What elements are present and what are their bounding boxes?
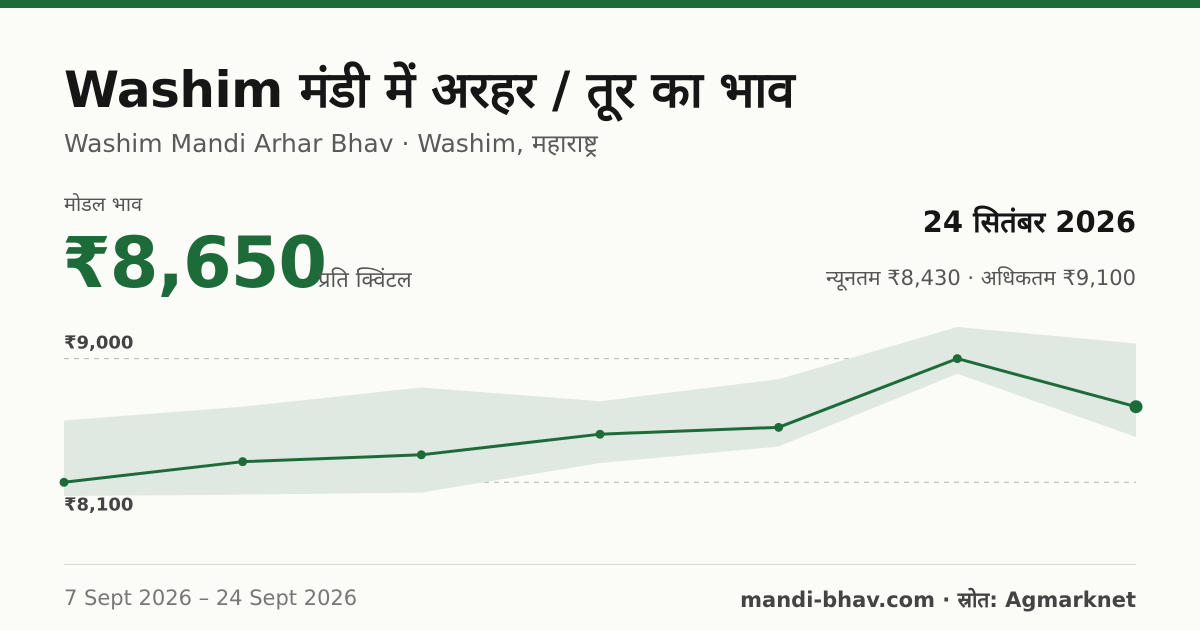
line-layer xyxy=(59,354,1143,487)
min-max-range: न्यूनतम ₹8,430 · अधिकतम ₹9,100 xyxy=(826,266,1136,290)
data-point-5 xyxy=(952,354,962,364)
band-layer xyxy=(64,327,1136,497)
data-point-6 xyxy=(1129,400,1143,414)
footer-divider xyxy=(64,564,1136,565)
y-tick-label-1: ₹8,100 xyxy=(64,494,133,515)
page-subtitle: Washim Mandi Arhar Bhav · Washim, महाराष… xyxy=(64,129,598,158)
y-tick-label-0: ₹9,000 xyxy=(64,333,133,354)
modal-price-label: मोडल भाव xyxy=(64,192,143,216)
footer-source: mandi-bhav.com · स्रोत: Agmarknet xyxy=(740,588,1136,612)
data-point-3 xyxy=(595,429,605,439)
modal-price-value: ₹8,650 xyxy=(62,222,327,304)
footer-date-range: 7 Sept 2026 – 24 Sept 2026 xyxy=(64,586,358,610)
data-point-4 xyxy=(774,422,784,432)
data-point-1 xyxy=(238,457,248,467)
top-accent-bar xyxy=(0,0,1200,8)
data-point-0 xyxy=(59,477,69,487)
page-title: Washim मंडी में अरहर / तूर का भाव xyxy=(64,61,795,119)
price-date: 24 सितंबर 2026 xyxy=(922,205,1136,239)
data-point-2 xyxy=(416,450,426,460)
price-unit: प्रति क्विंटल xyxy=(318,268,412,293)
min-max-band xyxy=(64,327,1136,497)
y-tick-label-layer: ₹9,000 ₹8,100 xyxy=(64,333,133,516)
